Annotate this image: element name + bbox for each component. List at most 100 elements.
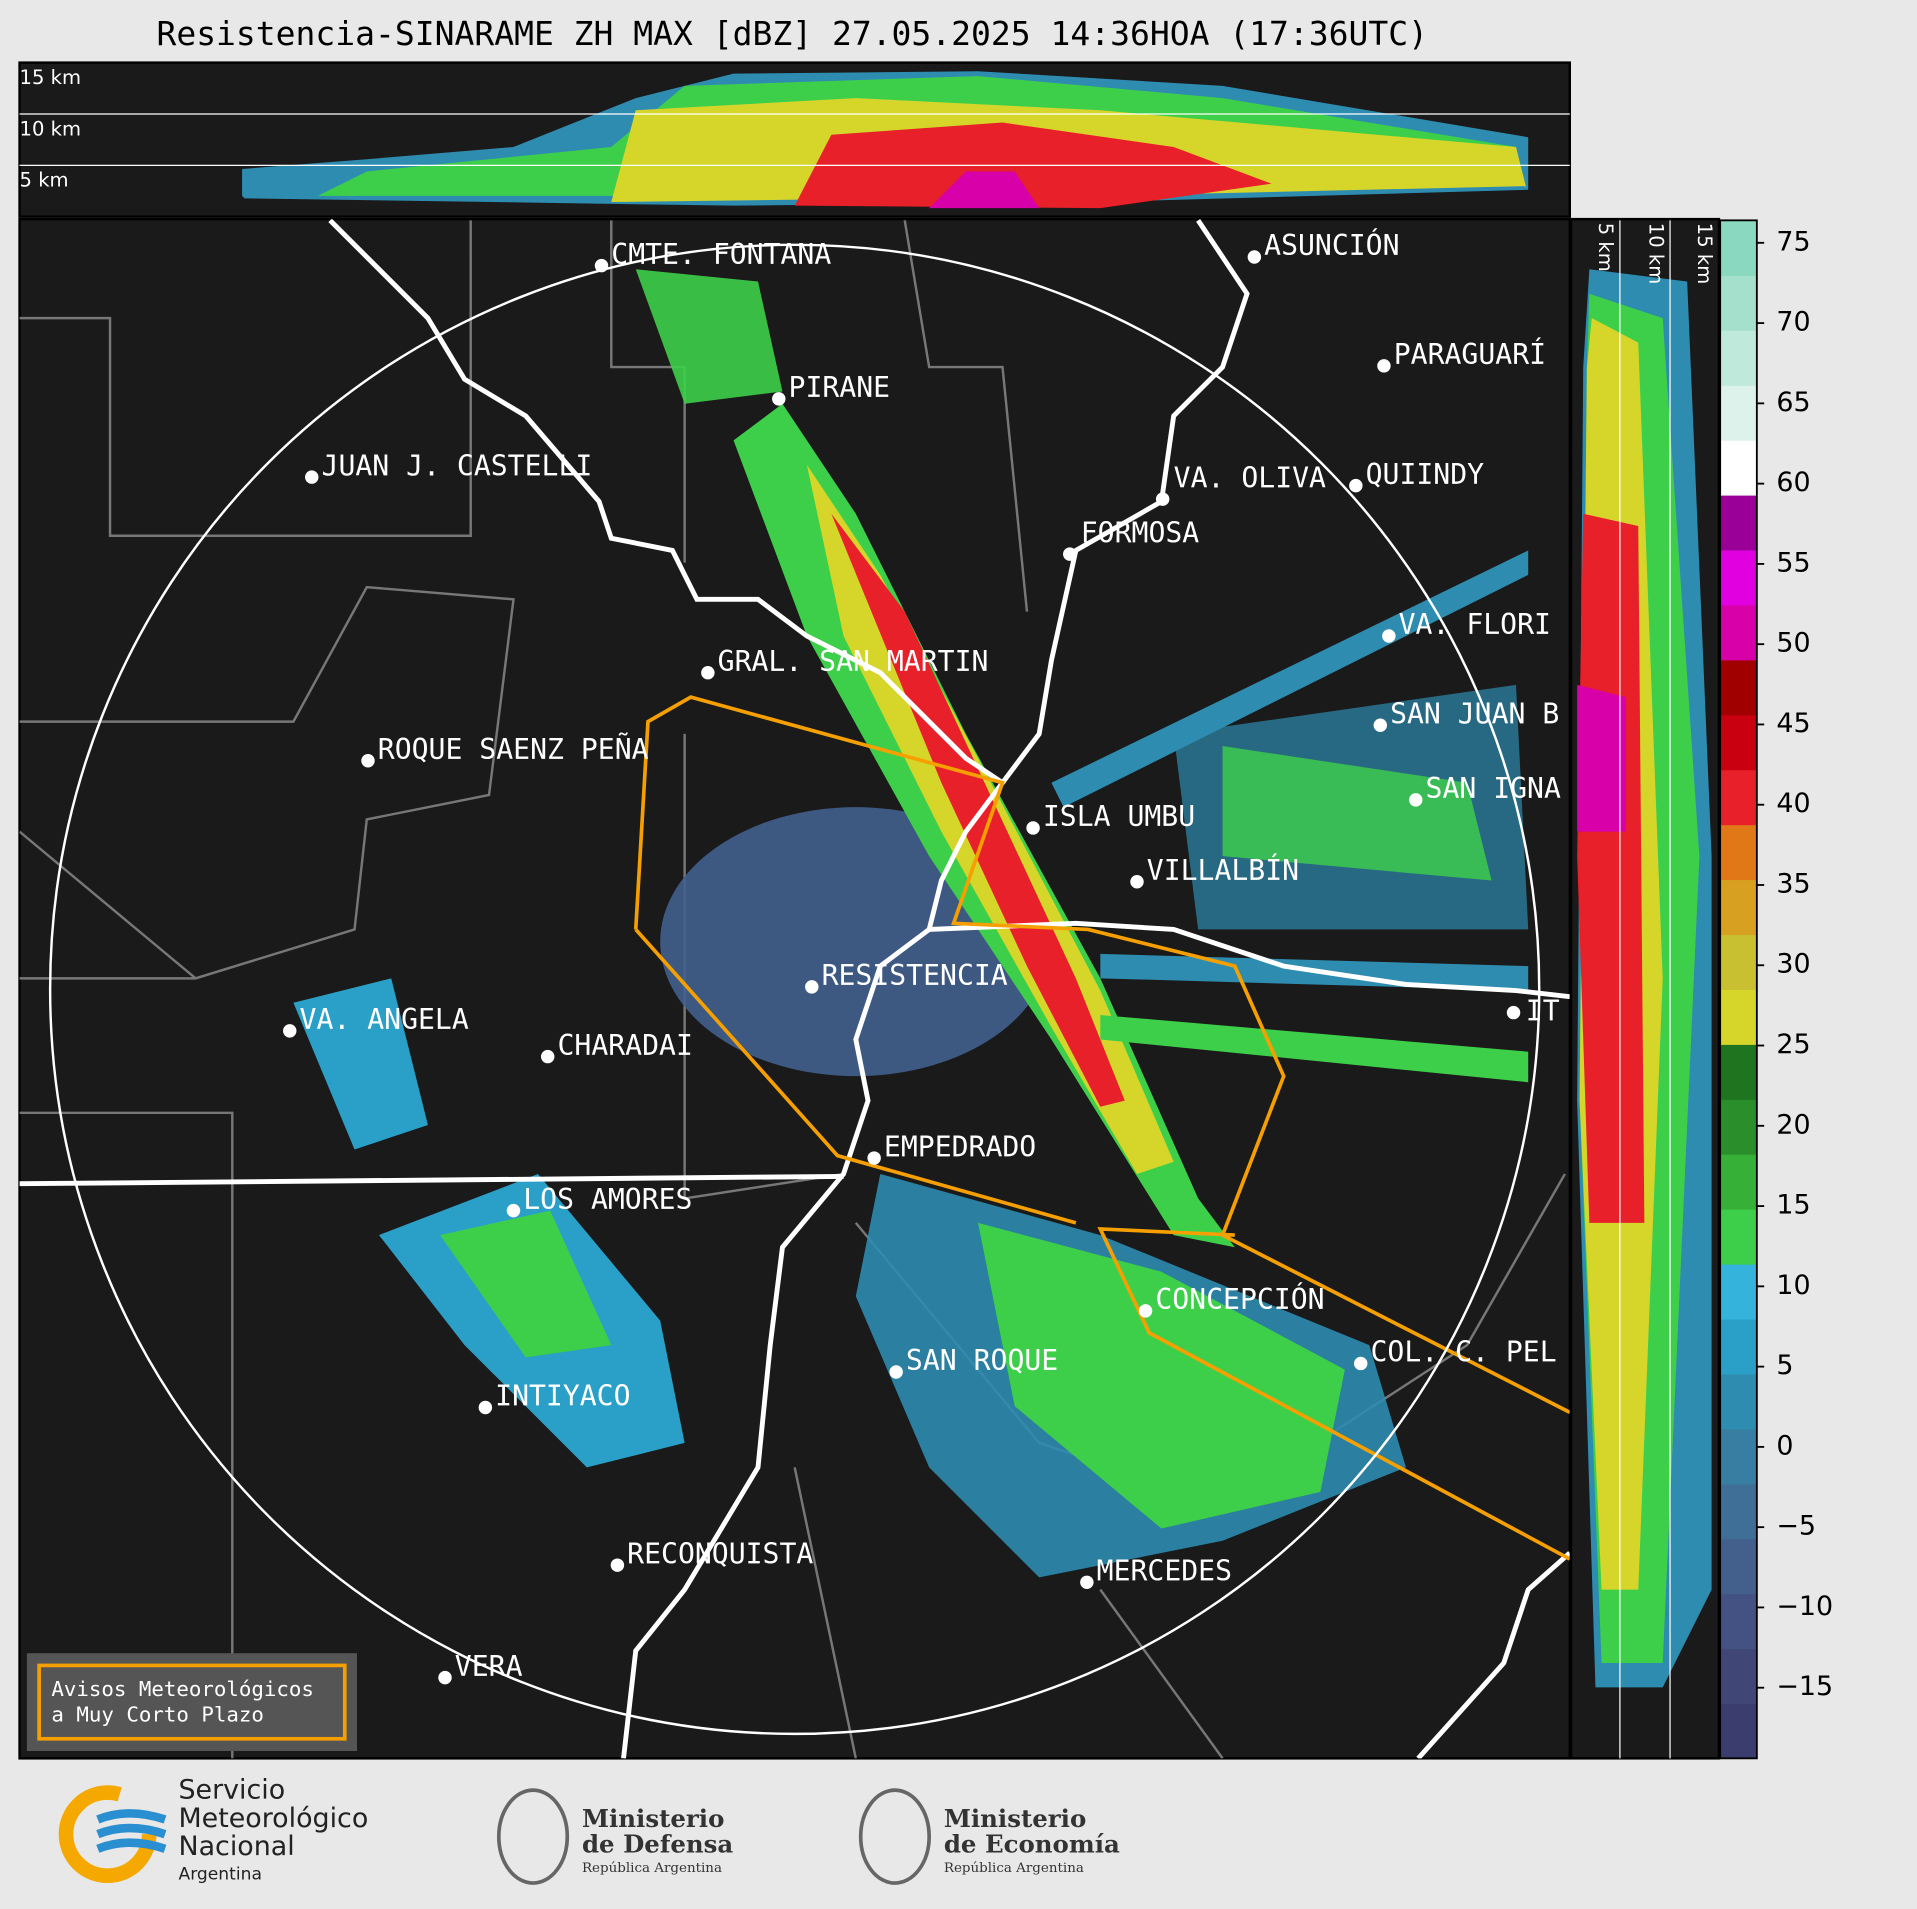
colorbar-band <box>1720 659 1757 716</box>
city-label: ROQUE SAENZ PEÑA <box>378 732 649 766</box>
logo-text: República Argentina <box>944 1861 1084 1876</box>
city-dot <box>1063 547 1077 561</box>
colorbar-band <box>1720 1703 1757 1759</box>
city-label: VA. OLIVA <box>1174 462 1326 495</box>
range-ring <box>48 243 1541 1736</box>
colorbar-band <box>1720 330 1757 386</box>
colorbar-tick-label: 55 <box>1776 547 1810 578</box>
logo-text: de Economía <box>944 1829 1120 1858</box>
city-label: JUAN J. CASTELLI <box>322 449 593 482</box>
colorbar-band <box>1720 769 1757 826</box>
height-label: 5 km <box>20 169 69 192</box>
city-label: SAN JUAN B <box>1390 697 1559 730</box>
colorbar-band <box>1720 440 1757 496</box>
city-dot <box>1349 478 1363 493</box>
city-label: RECONQUISTA <box>627 1537 813 1570</box>
colorbar-tick-label: −15 <box>1776 1671 1833 1702</box>
city-label: COL. C. PEL <box>1371 1336 1557 1369</box>
city-label: MERCEDES <box>1097 1555 1232 1588</box>
city-dot <box>506 1203 521 1218</box>
city-label: FORMOSA <box>1081 517 1200 550</box>
colorbar-tick-label: 20 <box>1776 1109 1810 1140</box>
side-echo <box>1577 269 1712 1688</box>
warning-frame <box>37 1663 347 1741</box>
colorbar-tick-label: 75 <box>1776 226 1810 257</box>
city-dot <box>1138 1304 1153 1318</box>
province-borders <box>19 220 1566 1759</box>
city-label: INTIYACO <box>495 1380 630 1413</box>
colorbar-tick-label: 70 <box>1776 307 1810 338</box>
colorbar-tick-label: 15 <box>1776 1190 1810 1221</box>
city-dot <box>1506 1005 1521 1020</box>
city-dot <box>701 665 715 680</box>
colorbar-tick-label: 45 <box>1776 708 1810 739</box>
logo-text: Argentina <box>178 1864 261 1884</box>
colorbar-tick-label: 35 <box>1776 868 1810 899</box>
colorbar-frame <box>1719 219 1758 1760</box>
city-label: GRAL. SAN MARTIN <box>718 645 989 678</box>
city-dot <box>361 753 375 768</box>
colorbar-tick-label: −5 <box>1776 1511 1816 1542</box>
colorbar-tick-label: 60 <box>1776 467 1810 498</box>
warning-text: Avisos Meteorológicos <box>51 1677 314 1701</box>
height-label: 15 km <box>20 66 81 89</box>
city-dot <box>283 1024 297 1038</box>
city-label: PIRANE <box>789 371 891 404</box>
city-label: CMTE. FONTANA <box>611 238 831 271</box>
city-dot <box>1354 1356 1368 1371</box>
city-label: QUIINDY <box>1366 458 1485 491</box>
colorbar-tick-label: 25 <box>1776 1029 1810 1060</box>
colorbar-band <box>1720 1099 1757 1155</box>
height-label: 5 km <box>1594 223 1617 272</box>
city-dot <box>1247 250 1262 264</box>
city-label: VA. FLORI <box>1399 608 1551 641</box>
city-dot <box>1130 875 1144 889</box>
radar-echo <box>293 269 1529 1578</box>
colorbar-band <box>1720 1154 1757 1210</box>
city-dot <box>867 1151 881 1165</box>
warning-text: a Muy Corto Plazo <box>51 1703 264 1727</box>
city-dot <box>805 980 819 994</box>
colorbar-tick-label: 30 <box>1776 949 1810 980</box>
city-label: VA. ANGELA <box>300 1003 469 1036</box>
colorbar-tick-label: 10 <box>1776 1270 1810 1301</box>
colorbar-band <box>1720 1373 1757 1430</box>
colorbar-tick-label: 5 <box>1776 1350 1793 1381</box>
colorbar-band <box>1720 1648 1757 1705</box>
city-dot <box>305 470 319 484</box>
city-label: CONCEPCIÓN <box>1155 1282 1324 1316</box>
colorbar-band <box>1720 1318 1757 1375</box>
logo-text: Servicio <box>178 1775 285 1806</box>
city-label: PARAGUARÍ <box>1394 337 1546 371</box>
colorbar-band <box>1720 824 1757 881</box>
city-dot <box>610 1558 625 1572</box>
warning-areas <box>633 695 1570 1561</box>
colorbar-band <box>1720 1538 1757 1595</box>
colorbar-tick-label: −10 <box>1776 1591 1833 1622</box>
colorbar-band <box>1720 385 1757 441</box>
logo-text: Meteorológico <box>178 1803 368 1834</box>
city-label: RESISTENCIA <box>822 959 1008 992</box>
colorbar-band <box>1720 714 1757 771</box>
city-label: CHARADAI <box>557 1029 692 1062</box>
city-dot <box>772 392 786 406</box>
colorbar-band <box>1720 1593 1757 1650</box>
city-label: ASUNCIÓN <box>1264 228 1399 262</box>
colorbar-band <box>1720 275 1757 331</box>
height-label: 10 km <box>1644 223 1667 284</box>
height-label: 10 km <box>20 117 81 140</box>
colorbar-band <box>1720 1483 1757 1540</box>
colorbar-band <box>1720 879 1757 936</box>
city-label: VILLALBÍN <box>1147 853 1299 887</box>
colorbar-band <box>1720 1263 1757 1320</box>
smn-logo: Servicio Meteorológico Nacional Argentin… <box>58 1775 368 1884</box>
colorbar-tick-label: 50 <box>1776 628 1810 659</box>
city-dot <box>1409 793 1423 807</box>
warning-panel <box>26 1653 357 1752</box>
colorbar-band <box>1720 604 1757 661</box>
height-label: 15 km <box>1693 223 1716 284</box>
colorbar-band <box>1720 934 1757 990</box>
city-dot <box>889 1365 903 1379</box>
